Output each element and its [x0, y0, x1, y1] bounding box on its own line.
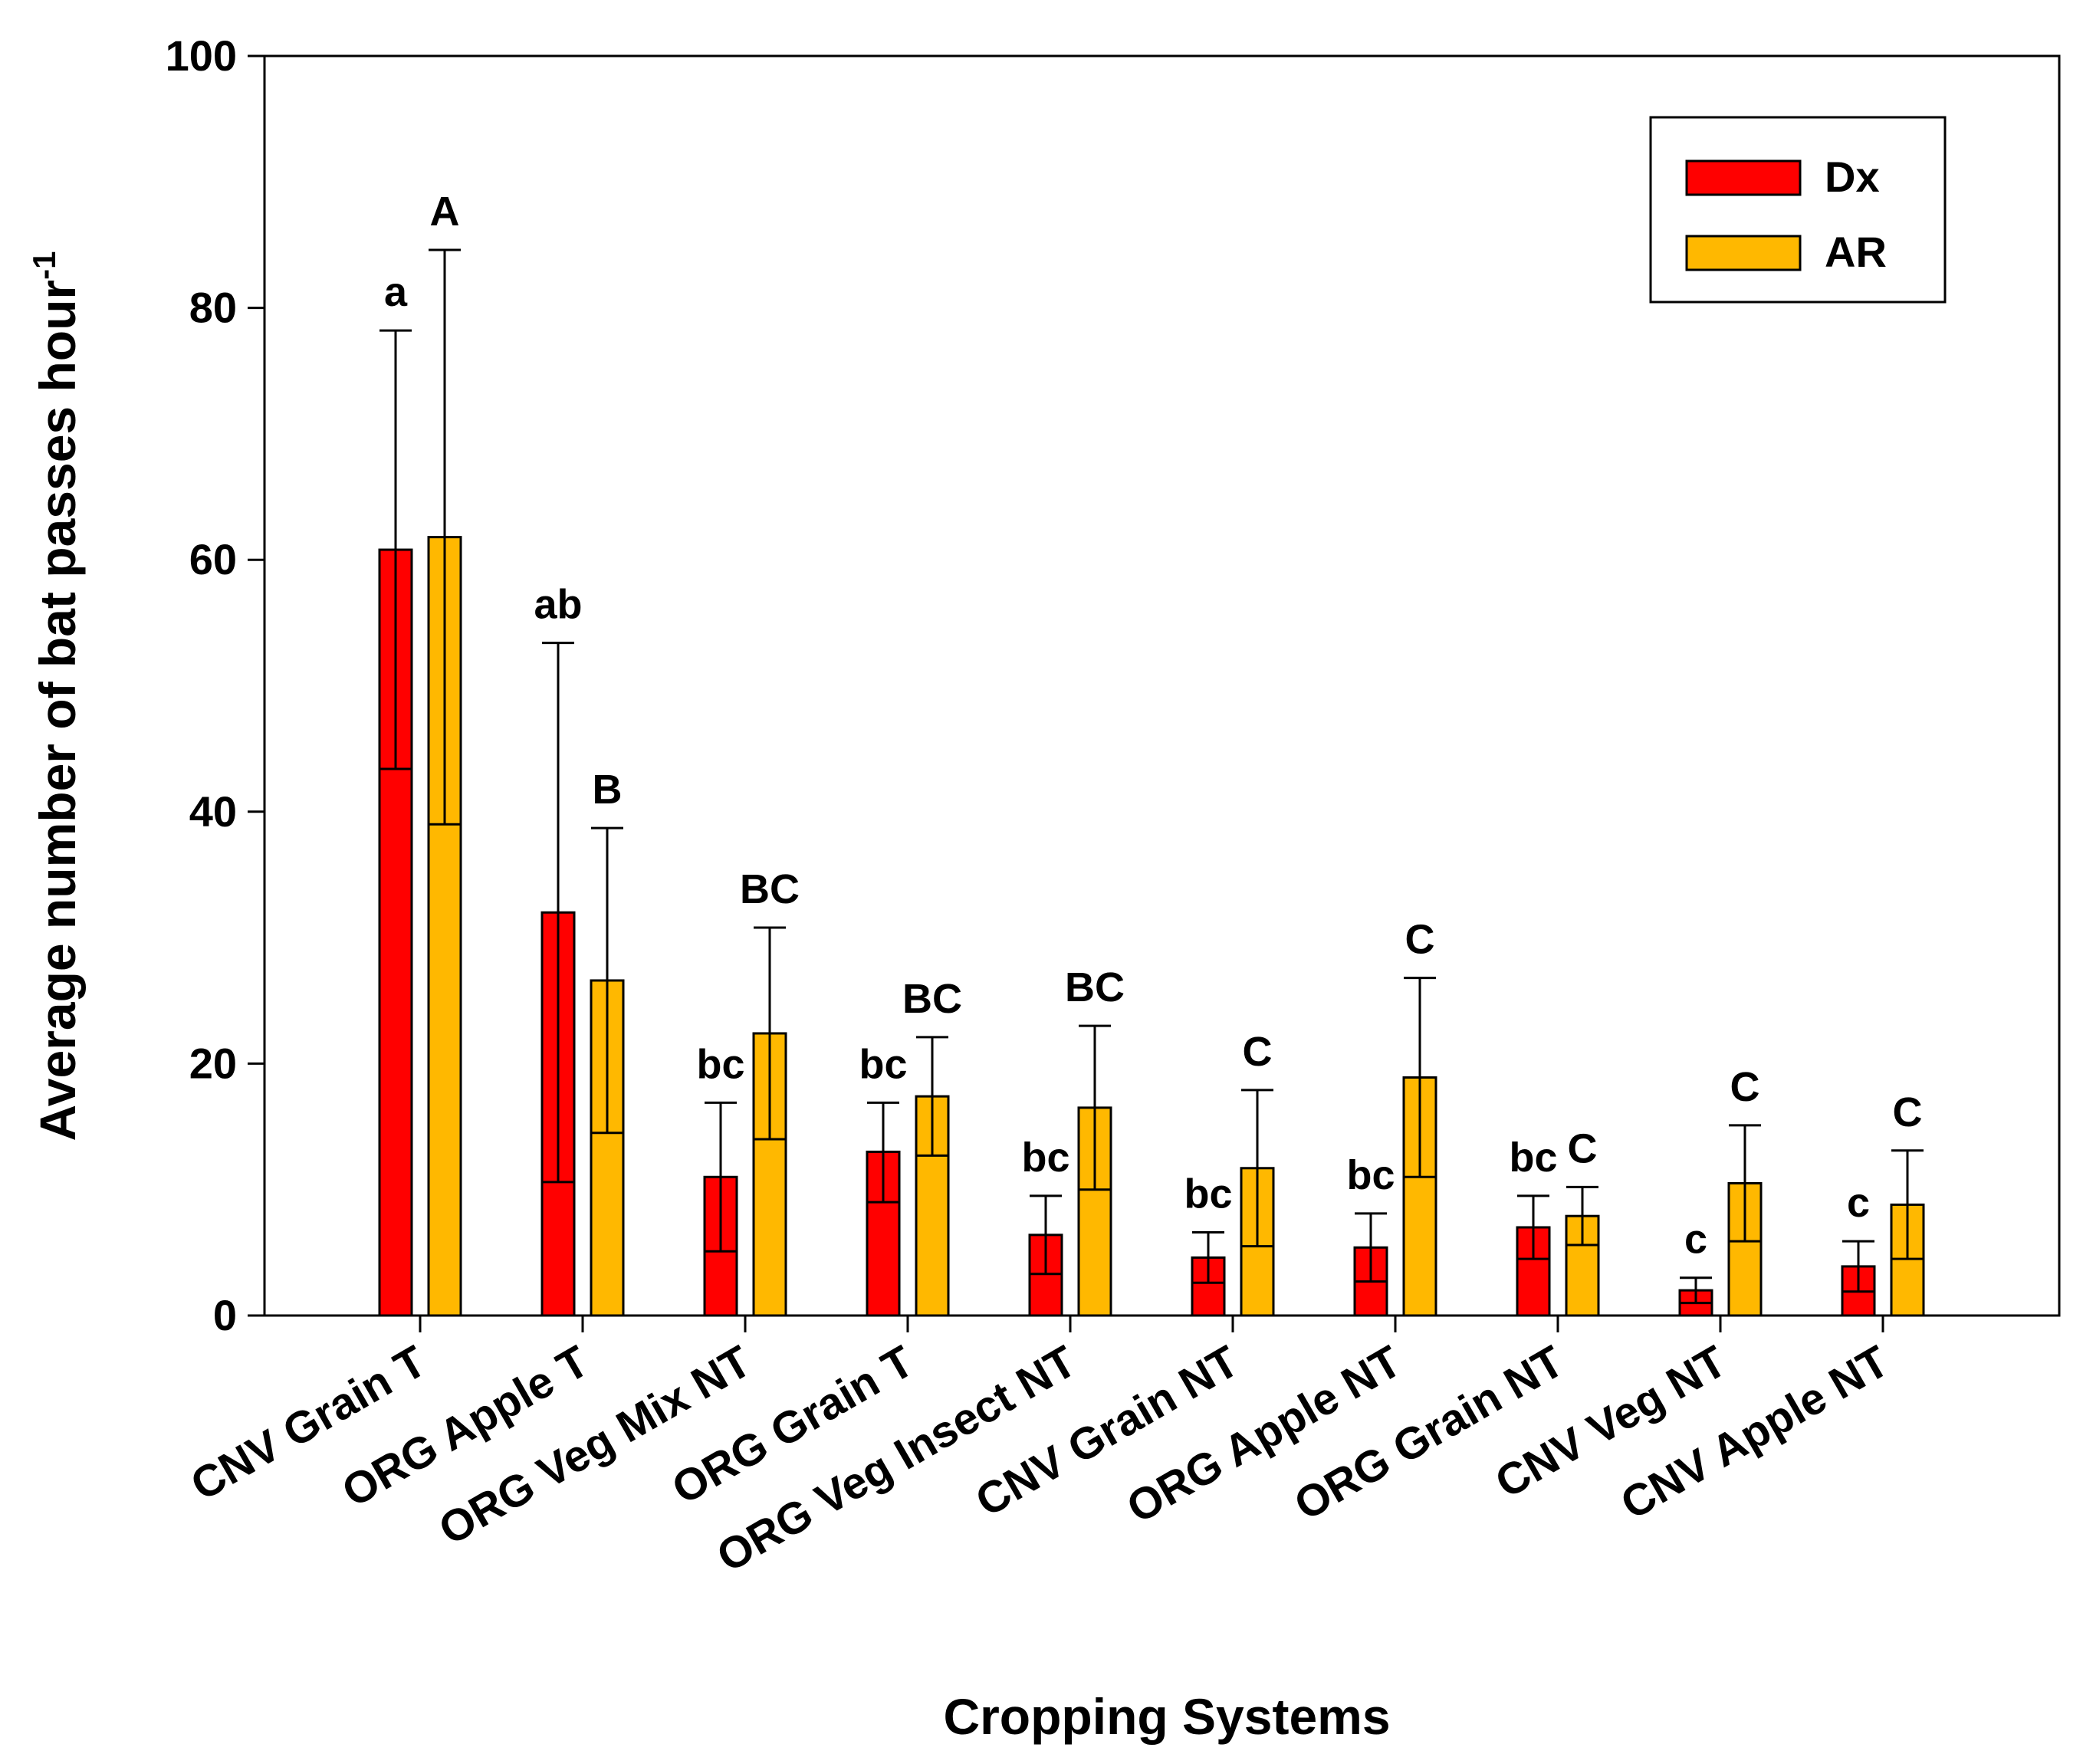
- significance-letter: BC: [902, 976, 962, 1022]
- significance-letter: C: [1730, 1064, 1760, 1110]
- x-category-label: ORG Grain NT: [1286, 1336, 1572, 1530]
- significance-letter: bc: [1021, 1135, 1069, 1181]
- significance-letter: C: [1405, 917, 1435, 963]
- y-axis-title-text: Average number of bat passes hour: [29, 280, 86, 1142]
- legend-label-ar: AR: [1825, 228, 1887, 276]
- y-tick-label: 80: [189, 284, 237, 332]
- legend-label-dx: Dx: [1825, 153, 1880, 201]
- y-tick-label: 0: [213, 1291, 237, 1339]
- significance-letter: BC: [1065, 964, 1125, 1010]
- y-tick-label: 100: [166, 31, 237, 80]
- y-axis-title: Average number of bat passes hour-1: [26, 251, 86, 1142]
- significance-letter: bc: [1346, 1152, 1395, 1198]
- significance-letter: C: [1243, 1029, 1273, 1075]
- significance-letter: c: [1847, 1180, 1870, 1226]
- legend-swatch-ar: [1685, 235, 1802, 271]
- significance-letter: C: [1893, 1089, 1923, 1135]
- significance-letter: A: [430, 189, 460, 235]
- x-axis-title: Cropping Systems: [943, 1688, 1390, 1745]
- significance-letter: C: [1568, 1125, 1598, 1171]
- significance-letter: bc: [696, 1041, 744, 1087]
- plot-area-frame: [263, 54, 2061, 1317]
- significance-letter: BC: [740, 866, 800, 912]
- significance-letter: c: [1684, 1217, 1707, 1263]
- significance-letter: bc: [1509, 1135, 1557, 1181]
- y-tick-label: 40: [189, 787, 237, 836]
- y-tick-label: 20: [189, 1039, 237, 1087]
- significance-letter: a: [384, 269, 408, 315]
- x-category-label: ORG Apple NT: [1119, 1336, 1409, 1533]
- significance-letter: B: [593, 767, 623, 813]
- legend-swatch-dx: [1685, 159, 1802, 196]
- significance-letter: bc: [1184, 1171, 1232, 1217]
- y-axis-title-superscript: -1: [26, 251, 62, 280]
- x-category-label: CNV Apple NT: [1612, 1336, 1897, 1529]
- significance-letter: bc: [859, 1041, 907, 1087]
- legend-box: [1649, 116, 1947, 304]
- y-tick-label: 60: [189, 535, 237, 583]
- significance-letter: ab: [534, 582, 582, 628]
